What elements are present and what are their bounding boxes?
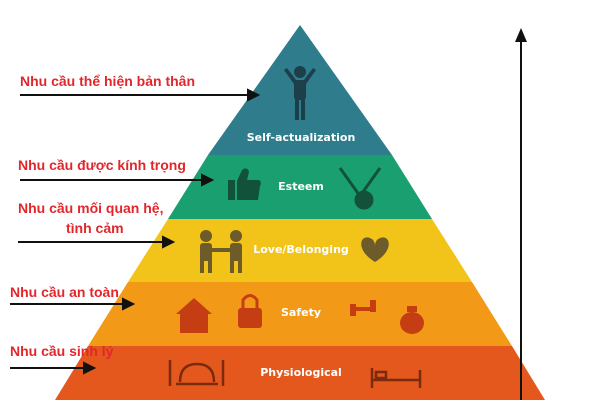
heart-icon <box>361 237 389 262</box>
person-arms-up-icon <box>284 66 316 120</box>
bed-icon <box>370 368 422 388</box>
band-love-belonging <box>128 219 472 282</box>
level-label-esteem: Esteem <box>278 180 324 193</box>
house-icon <box>176 298 212 333</box>
need-label-esteem: Nhu cầu được kính trọng <box>18 157 186 173</box>
dumbbell-icon <box>350 300 376 316</box>
need-label-physiological: Nhu cầu sinh lý <box>10 343 114 359</box>
need-label-love-line1: Nhu cầu mối quan hệ, <box>18 200 164 216</box>
thumbs-up-icon <box>228 168 261 200</box>
need-label-safety: Nhu cầu an toàn <box>10 284 119 300</box>
band-physiological <box>55 346 545 400</box>
need-label-love-line2: tình cảm <box>66 220 124 236</box>
level-label-physiological: Physiological <box>260 366 342 379</box>
need-label-self: Nhu cầu thể hiện bản thân <box>20 73 196 89</box>
vertical-axis-arrow <box>515 28 527 400</box>
level-label-love-belonging: Love/Belonging <box>253 243 349 256</box>
two-people-handshake-icon <box>200 230 242 273</box>
padlock-icon <box>238 294 262 328</box>
arrows <box>10 88 261 375</box>
fork-knife-cloche-icon <box>168 360 225 386</box>
money-bag-icon <box>400 306 424 334</box>
level-label-self-actualization: Self-actualization <box>246 131 356 144</box>
medal-icon <box>338 167 382 210</box>
level-label-safety: Safety <box>280 306 322 319</box>
